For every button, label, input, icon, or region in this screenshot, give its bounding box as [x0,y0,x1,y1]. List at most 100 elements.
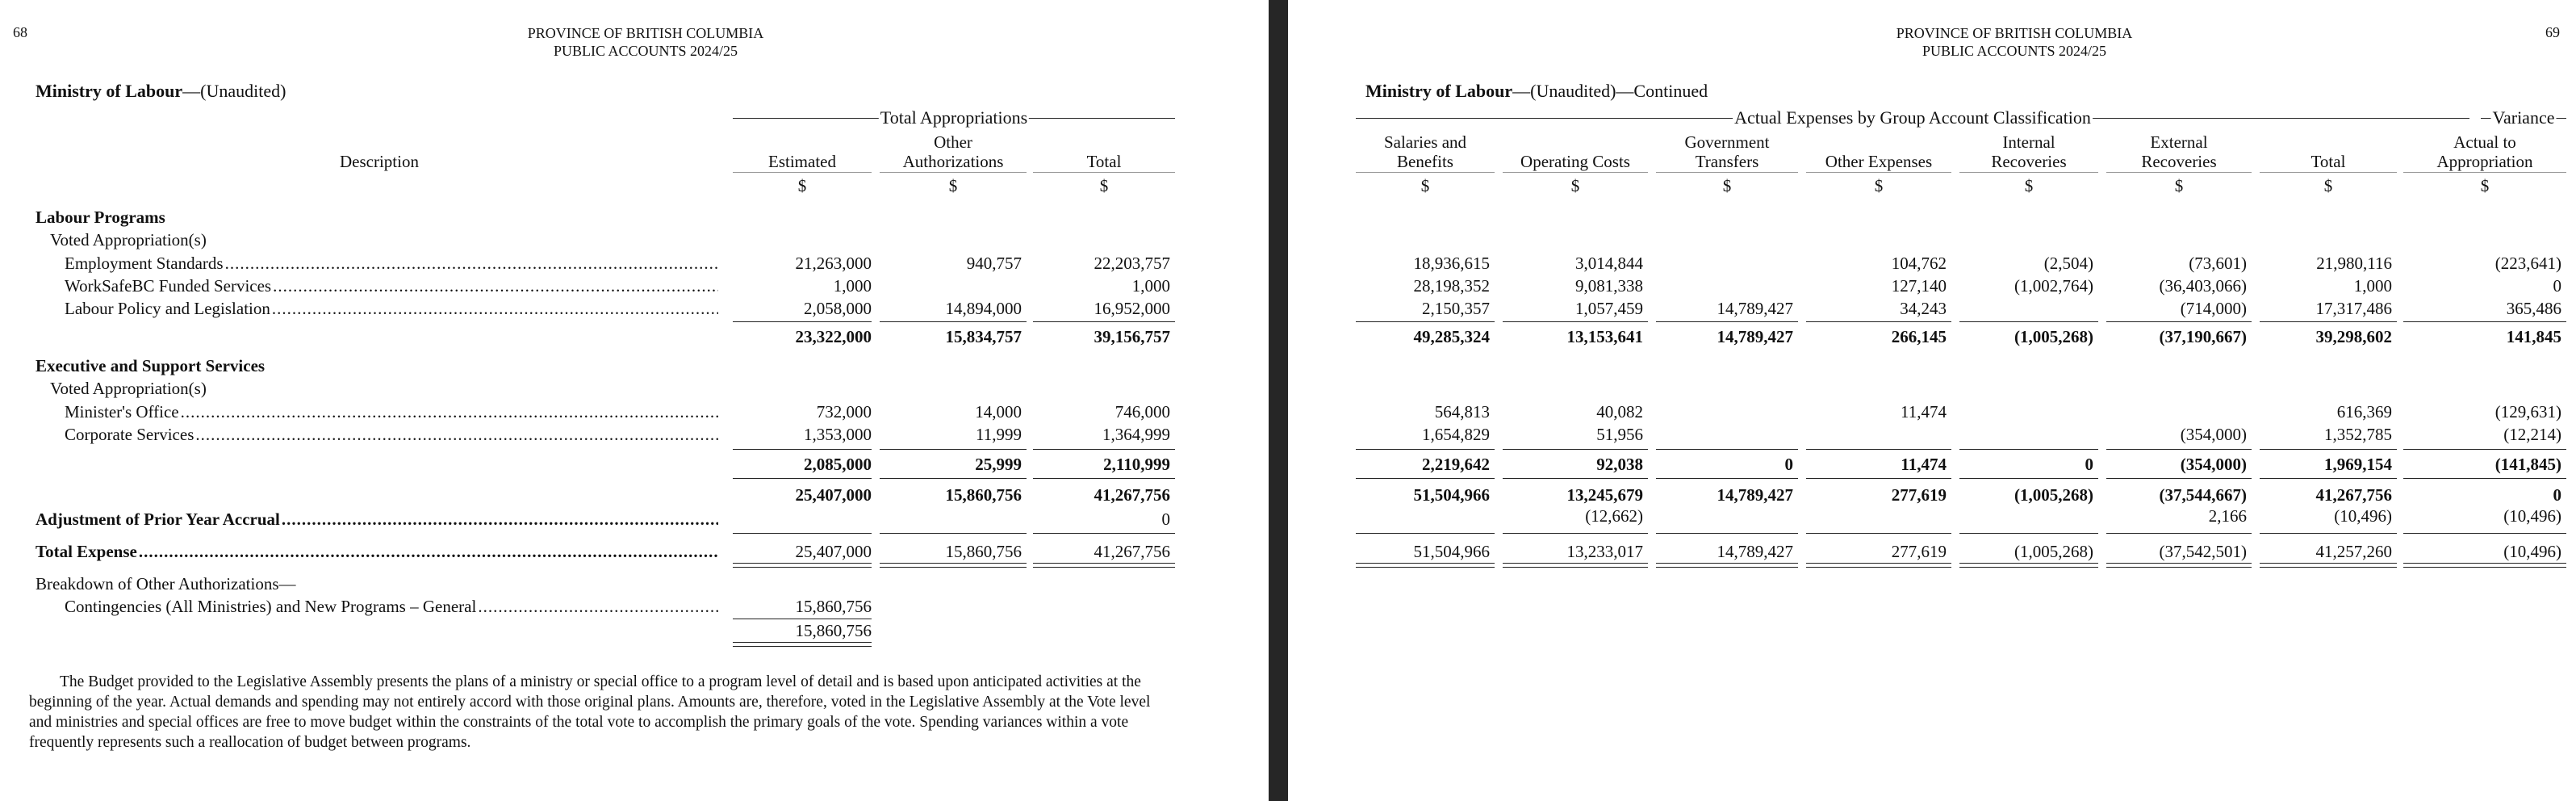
cell-other: 25,999 [975,455,1022,474]
table-cell: (354,000) [2180,455,2247,474]
table-cell: 13,245,679 [1566,485,1644,505]
cell-other: 14,894,000 [945,299,1022,318]
column-header-line-1: Actual to [2453,132,2516,152]
table-row: 564,813 40,082 11,474 616,369 (129,631) [1288,401,2576,422]
table-cell: 49,285,324 [1413,327,1491,346]
cell-total: 2,110,999 [1103,455,1170,474]
table-row: 2,150,357 1,057,459 14,789,427 34,243 (714,0… [1288,298,2576,319]
column-header-estimated: Estimated [768,152,836,171]
subtotal-row: 23,322,000 15,834,757 39,156,757 [0,326,1178,347]
table-cell: (1,005,268) [2014,485,2093,505]
currency-symbol: $ [1099,176,1109,195]
currency-symbol: $ [797,176,807,195]
cell-total: 22,203,757 [1094,254,1171,273]
table-cell: 92,038 [1596,455,1643,474]
table-cell: 11,474 [1901,455,1947,474]
total-row: Total Expense 25,407,000 15,860,756 41,2… [0,541,1178,562]
column-header-total: Total [1086,152,1122,171]
table-cell: 1,352,785 [2324,425,2392,444]
cell-estimated: 15,860,756 [795,597,872,616]
table-cell: 14,789,427 [1717,485,1794,505]
header-line-1: PROVINCE OF BRITISH COLUMBIA [1896,25,2133,41]
cell-estimated: 15,860,756 [795,621,872,640]
table-cell: 39,298,602 [2315,327,2393,346]
breakdown-heading: Breakdown of Other Authorizations— [36,574,296,593]
row-label: Corporate Services [65,424,196,445]
table-cell: 365,486 [2506,299,2561,318]
cell-total: 41,267,756 [1094,485,1171,505]
table-cell: 0 [1784,455,1794,474]
currency-symbol: $ [2480,176,2490,195]
column-header-line-2: Benefits [1397,152,1453,171]
table-cell: 277,619 [1891,542,1947,561]
currency-symbol: $ [1570,176,1580,195]
column-header-line-1: Government [1684,132,1770,152]
cell-total: 1,000 [1131,276,1170,296]
column-header-description: Description [340,152,419,171]
table-cell: 2,166 [2208,506,2247,526]
total-row: 51,504,966 13,233,017 14,789,427 277,619 (1,… [1288,541,2576,562]
table-cell: (10,496) [2334,506,2392,526]
table-cell: 1,969,154 [2324,455,2392,474]
column-header-other-1: Other [934,132,972,152]
table-cell: 11,474 [1901,402,1947,421]
table-cell: 2,150,357 [1422,299,1490,318]
column-header-line-1: Salaries and [1383,132,1467,152]
subtotal-row: 2,219,642 92,038 0 11,474 0 (354,000) 1,969,15… [1288,454,2576,475]
cell-total: 41,267,756 [1094,542,1171,561]
table-cell: (1,005,268) [2014,542,2093,561]
cell-other: 15,834,757 [945,327,1022,346]
currency-symbol: $ [2024,176,2034,195]
table-row: 1,654,829 51,956 (354,000) 1,352,785 (12,214… [1288,424,2576,445]
cell-total: 16,952,000 [1094,299,1171,318]
ministry-title-suffix: —(Unaudited) [182,81,286,101]
group-header-actual-expenses: Actual Expenses by Group Account Classif… [1356,107,2469,130]
subtotal-row: 2,085,000 25,999 2,110,999 [0,454,1178,475]
header-line-1: PROVINCE OF BRITISH COLUMBIA [527,25,764,41]
table-row: Corporate Services 1,353,000 11,999 1,36… [0,424,1178,445]
subtotal-row: 51,504,966 13,245,679 14,789,427 277,619 (1,… [1288,484,2576,505]
cell-estimated: 23,322,000 [795,327,872,346]
cell-estimated: 1,353,000 [804,425,872,444]
table-cell: 564,813 [1434,402,1490,421]
currency-symbol: $ [1420,176,1430,195]
table-cell: 14,789,427 [1717,299,1794,318]
subtotal-row: 49,285,324 13,153,641 14,789,427 266,145 (1,… [1288,326,2576,347]
cell-estimated: 21,263,000 [795,254,872,273]
column-header-line-2: Appropriation [2436,152,2533,171]
row-label: Adjustment of Prior Year Accrual [36,509,282,530]
table-cell: 0 [2085,455,2094,474]
column-header-line-2: Operating Costs [1520,152,1630,171]
column-header-line-2: Transfers [1695,152,1759,171]
ministry-name: Ministry of Labour [36,81,183,101]
cell-total: 39,156,757 [1094,327,1171,346]
table-cell: (223,641) [2494,254,2561,273]
table-cell: 34,243 [1900,299,1947,318]
table-row: Labour Policy and Legislation 2,058,000 … [0,298,1178,319]
page-header: PROVINCE OF BRITISH COLUMBIA PUBLIC ACCO… [1772,24,2256,60]
section-heading: Labour Programs [36,208,165,227]
table-cell: 1,654,829 [1422,425,1490,444]
column-header-line-2: Total [2310,152,2346,171]
table-cell: (714,000) [2180,299,2247,318]
table-cell: 28,198,352 [1413,276,1491,296]
table-cell: (10,496) [2503,542,2561,561]
table-row: Contingencies (All Ministries) and New P… [0,596,1178,617]
page-69: 69 PROVINCE OF BRITISH COLUMBIA PUBLIC A… [1288,0,2576,801]
table-row: Adjustment of Prior Year Accrual 0 [0,509,1178,530]
cell-total: 0 [1161,510,1171,529]
cell-estimated: 1,000 [833,276,872,296]
cell-estimated: 25,407,000 [795,542,872,561]
cell-total: 746,000 [1114,402,1170,421]
table-cell: 51,504,966 [1413,485,1491,505]
group-header-label: Actual Expenses by Group Account Classif… [1733,107,2093,128]
subtotal-row: 15,860,756 [0,620,1178,641]
group-header-total-appropriations: Total Appropriations [733,107,1175,130]
table-cell: 9,081,338 [1575,276,1643,296]
table-cell: (37,542,501) [2159,542,2248,561]
ministry-title: Ministry of Labour—(Unaudited) [36,81,286,102]
group-header-label: Total Appropriations [878,107,1030,128]
column-header-other-2: Authorizations [902,152,1004,171]
subsection-heading: Voted Appropriation(s) [50,379,207,398]
column-header-line-1: External [2150,132,2208,152]
